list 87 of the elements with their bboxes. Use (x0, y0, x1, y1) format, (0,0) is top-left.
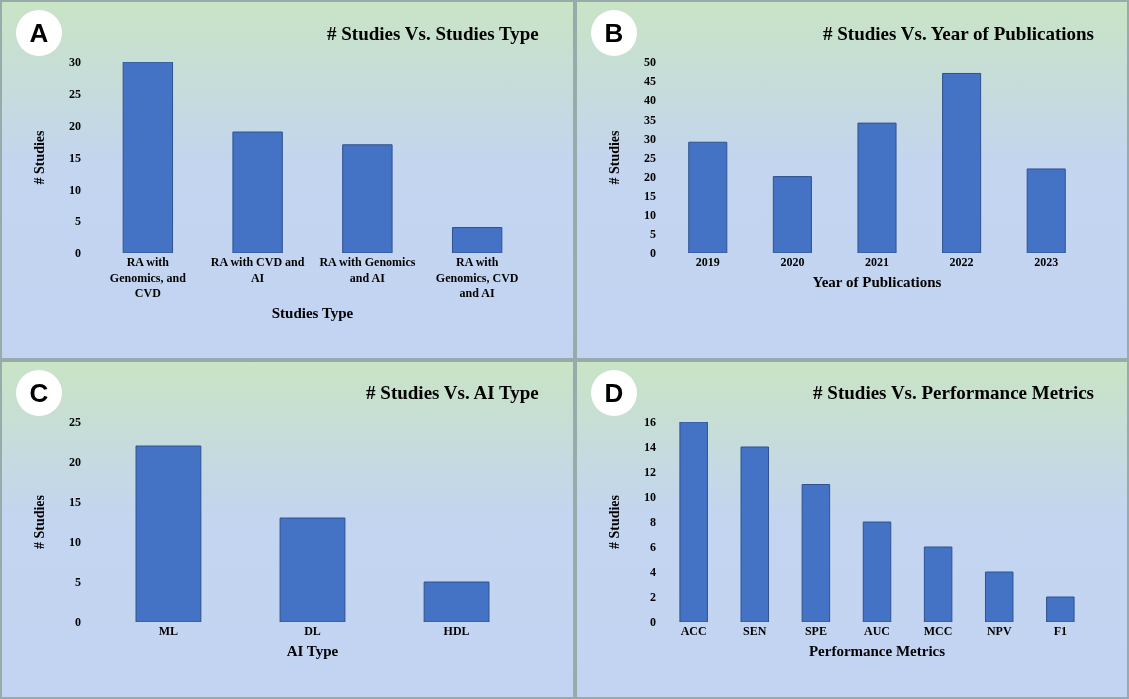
x-tick-label: RA with CVD and AI (210, 255, 305, 285)
y-tick-label: 25 (644, 150, 656, 165)
x-tick-label: HDL (443, 624, 470, 638)
x-tick-label: ML (158, 624, 179, 638)
bar (688, 141, 728, 253)
bar (135, 445, 202, 622)
y-tick-label: 14 (644, 440, 656, 455)
bar (342, 144, 393, 253)
y-tick-label: 5 (75, 575, 81, 590)
bar (942, 72, 982, 253)
y-tick-label: 2 (650, 590, 656, 605)
x-axis-title: Studies Type (271, 305, 354, 322)
text: A (16, 10, 62, 56)
y-tick-label: 25 (69, 415, 81, 430)
x-tick-label: 2020 (780, 255, 805, 269)
x-tick-label: 2022 (949, 255, 974, 269)
y-tick-label: 6 (650, 540, 656, 555)
y-tick-label: 5 (75, 214, 81, 229)
x-tick-label: NPV (986, 624, 1012, 638)
x-tick-label: ACC (680, 624, 707, 638)
bar (679, 422, 708, 622)
bar (740, 446, 770, 622)
x-tick-label: SPE (804, 624, 827, 638)
y-tick-label: 30 (69, 55, 81, 70)
y-tick-label: 0 (650, 246, 656, 261)
text: C (16, 370, 62, 416)
x-tick-label: 2019 (695, 255, 720, 269)
y-tick-label: 0 (650, 615, 656, 630)
bar (1046, 596, 1075, 622)
bar (772, 176, 812, 253)
y-tick-label: 5 (650, 227, 656, 242)
x-axis-title: AI Type (286, 643, 339, 659)
chart-title: # Studies Vs. AI Type (366, 381, 539, 403)
x-tick-label: MCC (923, 624, 953, 638)
x-axis-title: Year of Publications (812, 274, 942, 290)
y-tick-label: 40 (644, 93, 656, 108)
y-tick-label: 0 (75, 615, 81, 630)
bar (801, 484, 831, 622)
y-tick-label: 20 (644, 169, 656, 184)
y-tick-label: 12 (644, 465, 656, 480)
text: D (591, 370, 637, 416)
x-tick-label: RA with Genomics, CVD and AI (435, 255, 519, 301)
y-tick-label: 15 (69, 495, 81, 510)
chart-title: # Studies Vs. Performance Metrics (813, 381, 1094, 403)
bar (857, 122, 897, 253)
bar (232, 131, 283, 253)
y-axis-title: # Studies (32, 129, 47, 185)
y-tick-label: 35 (644, 112, 656, 127)
bar (984, 571, 1014, 622)
y-tick-label: 10 (69, 535, 81, 550)
bar (923, 546, 953, 622)
chart-title: # Studies Vs. Studies Type (327, 23, 539, 45)
x-axis-title: Performance Metrics (808, 643, 946, 659)
x-tick-label: F1 (1053, 624, 1067, 638)
bar (1026, 168, 1066, 253)
y-tick-label: 20 (69, 118, 81, 133)
text: B (591, 10, 637, 56)
y-tick-label: 10 (644, 490, 656, 505)
bar (279, 517, 346, 622)
bar (122, 62, 174, 253)
y-tick-label: 45 (644, 74, 656, 89)
y-tick-label: 0 (75, 246, 81, 261)
x-tick-label: 2023 (1034, 255, 1059, 269)
y-tick-label: 25 (69, 87, 81, 102)
y-tick-label: 15 (69, 150, 81, 165)
y-tick-label: 16 (644, 415, 656, 430)
y-tick-label: 10 (644, 208, 656, 222)
chart-title: # Studies Vs. Year of Publications (823, 23, 1094, 45)
x-tick-label: DL (304, 624, 321, 638)
x-tick-label: SEN (743, 624, 767, 638)
y-axis-title: # Studies (607, 494, 622, 550)
y-tick-label: 50 (644, 55, 656, 70)
y-tick-label: 8 (650, 515, 656, 530)
y-tick-label: 15 (644, 188, 656, 203)
y-tick-label: 4 (650, 565, 656, 580)
y-tick-label: 10 (69, 182, 81, 197)
x-tick-label: AUC (864, 624, 890, 638)
y-axis-title: # Studies (607, 129, 622, 185)
x-tick-label: RA with Genomics and AI (319, 255, 416, 285)
x-tick-label: RA with Genomics, and CVD (109, 255, 187, 301)
bar (862, 521, 892, 622)
y-axis-title: # Studies (32, 494, 47, 550)
x-tick-label: 2021 (865, 255, 889, 269)
y-tick-label: 20 (69, 455, 81, 470)
y-tick-label: 30 (644, 131, 656, 146)
bar (423, 581, 490, 622)
bar (451, 227, 503, 253)
